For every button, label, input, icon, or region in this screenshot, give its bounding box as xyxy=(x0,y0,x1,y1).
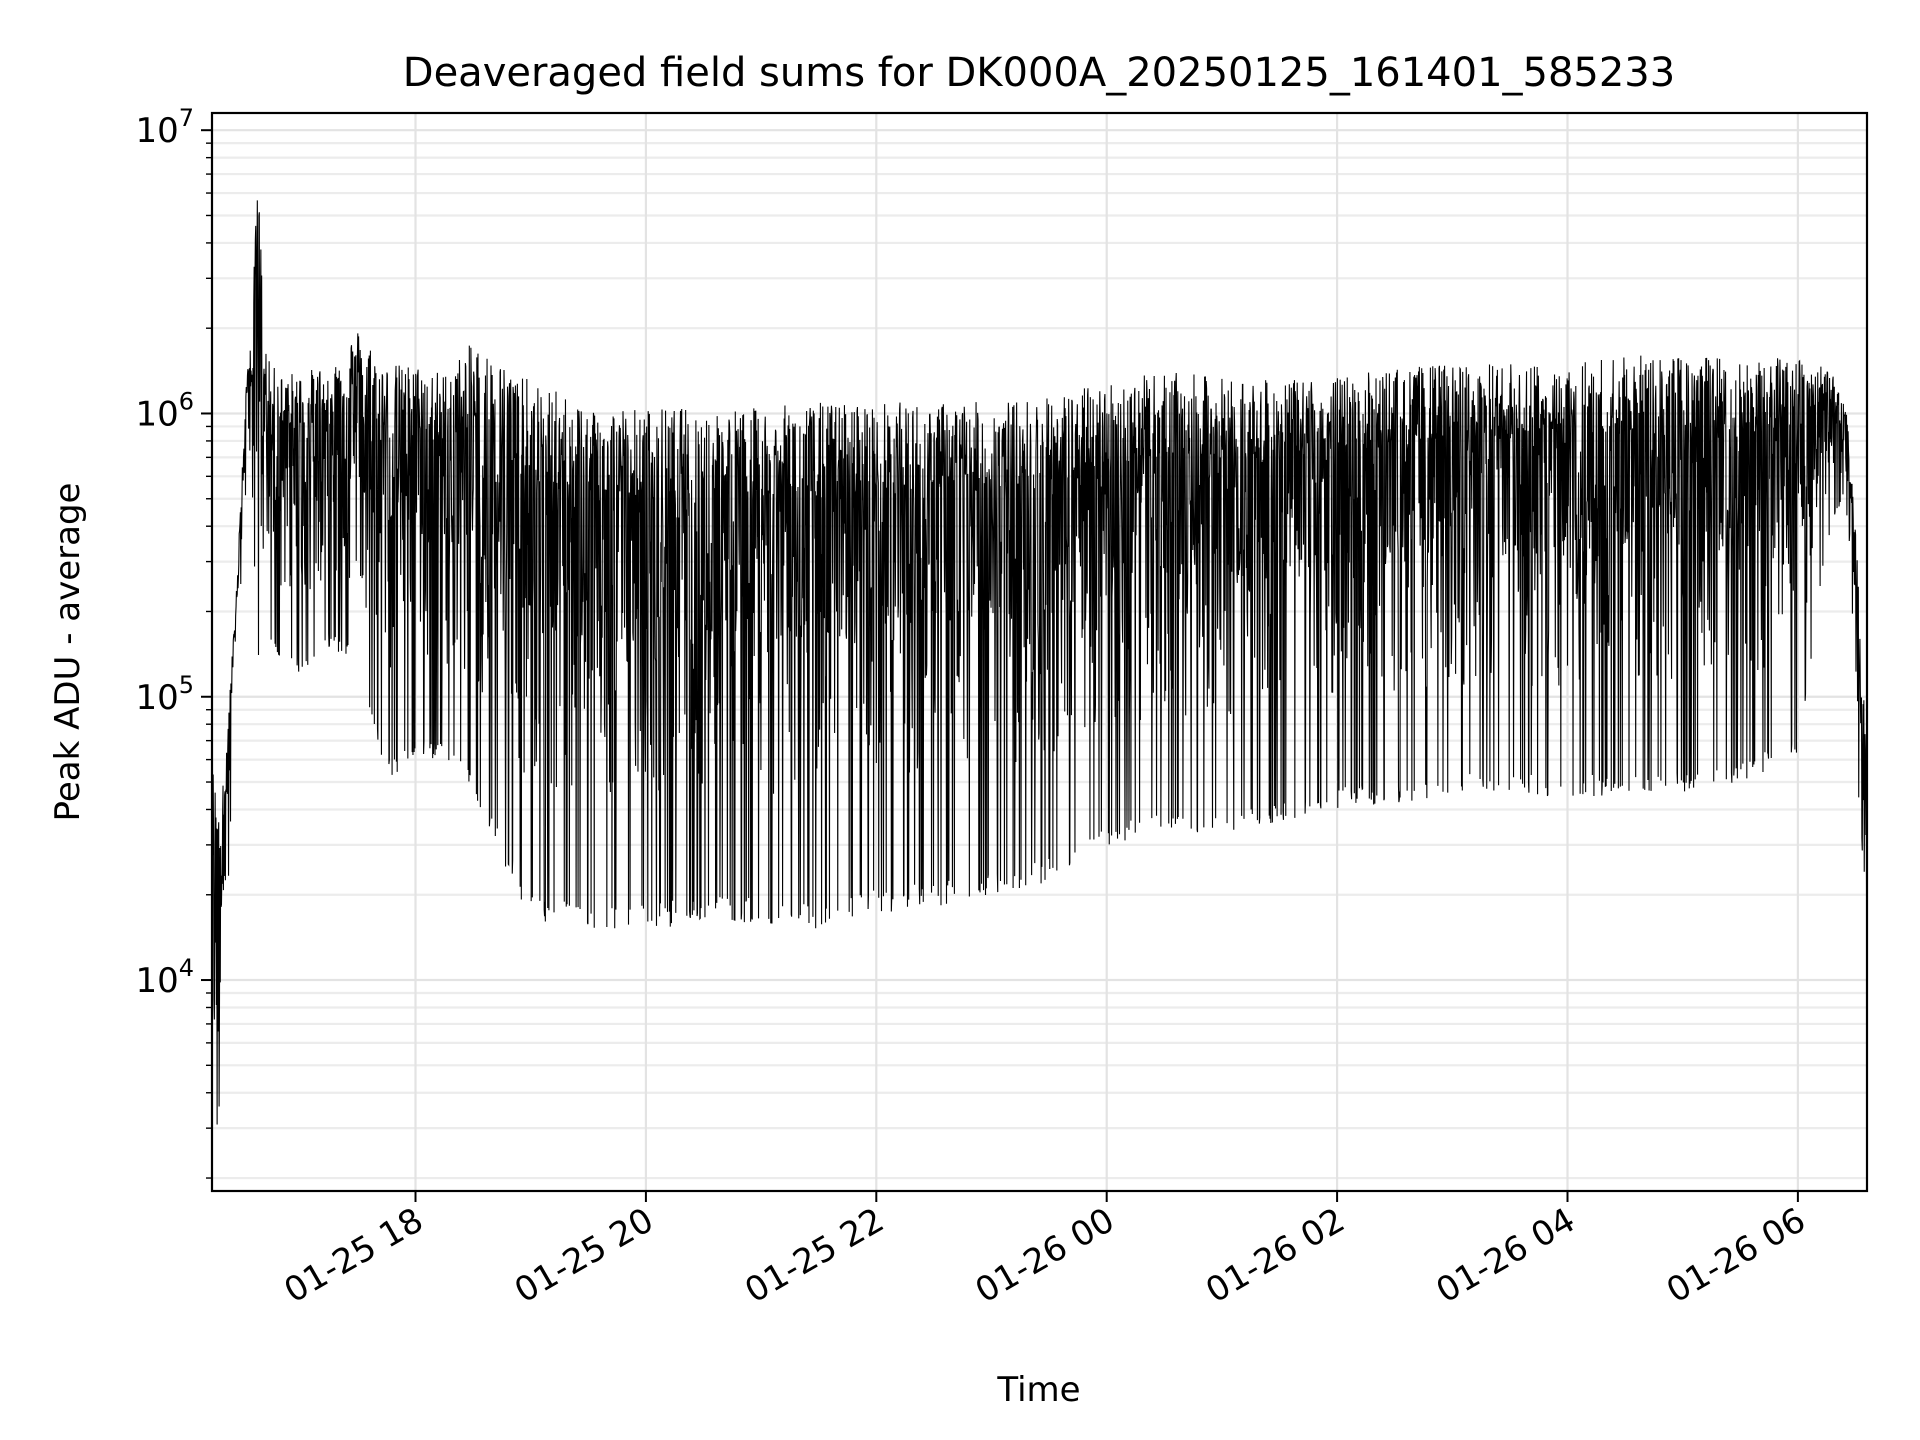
y-tick-base: 10 xyxy=(135,394,178,434)
y-tick-label: 107 xyxy=(135,104,194,151)
x-axis-label: Time xyxy=(996,1370,1080,1410)
y-tick-exponent: 7 xyxy=(179,104,194,132)
y-tick-label: 104 xyxy=(135,954,194,1001)
y-tick-exponent: 4 xyxy=(179,954,194,982)
axis-ticks xyxy=(201,129,1799,1202)
data-series xyxy=(211,200,1868,1125)
y-tick-label: 106 xyxy=(135,387,194,434)
plot-frame xyxy=(210,111,1869,1193)
y-tick-exponent: 5 xyxy=(179,671,194,699)
series-line xyxy=(211,200,1868,1125)
y-tick-base: 10 xyxy=(135,961,178,1001)
y-tick-base: 10 xyxy=(135,111,178,151)
y-tick-label: 105 xyxy=(135,671,194,718)
y-tick-exponent: 6 xyxy=(179,387,194,415)
y-axis-label: Peak ADU - average xyxy=(48,483,88,822)
chart-title: Deaveraged field sums for DK000A_2025012… xyxy=(403,50,1675,96)
y-tick-base: 10 xyxy=(135,678,178,718)
